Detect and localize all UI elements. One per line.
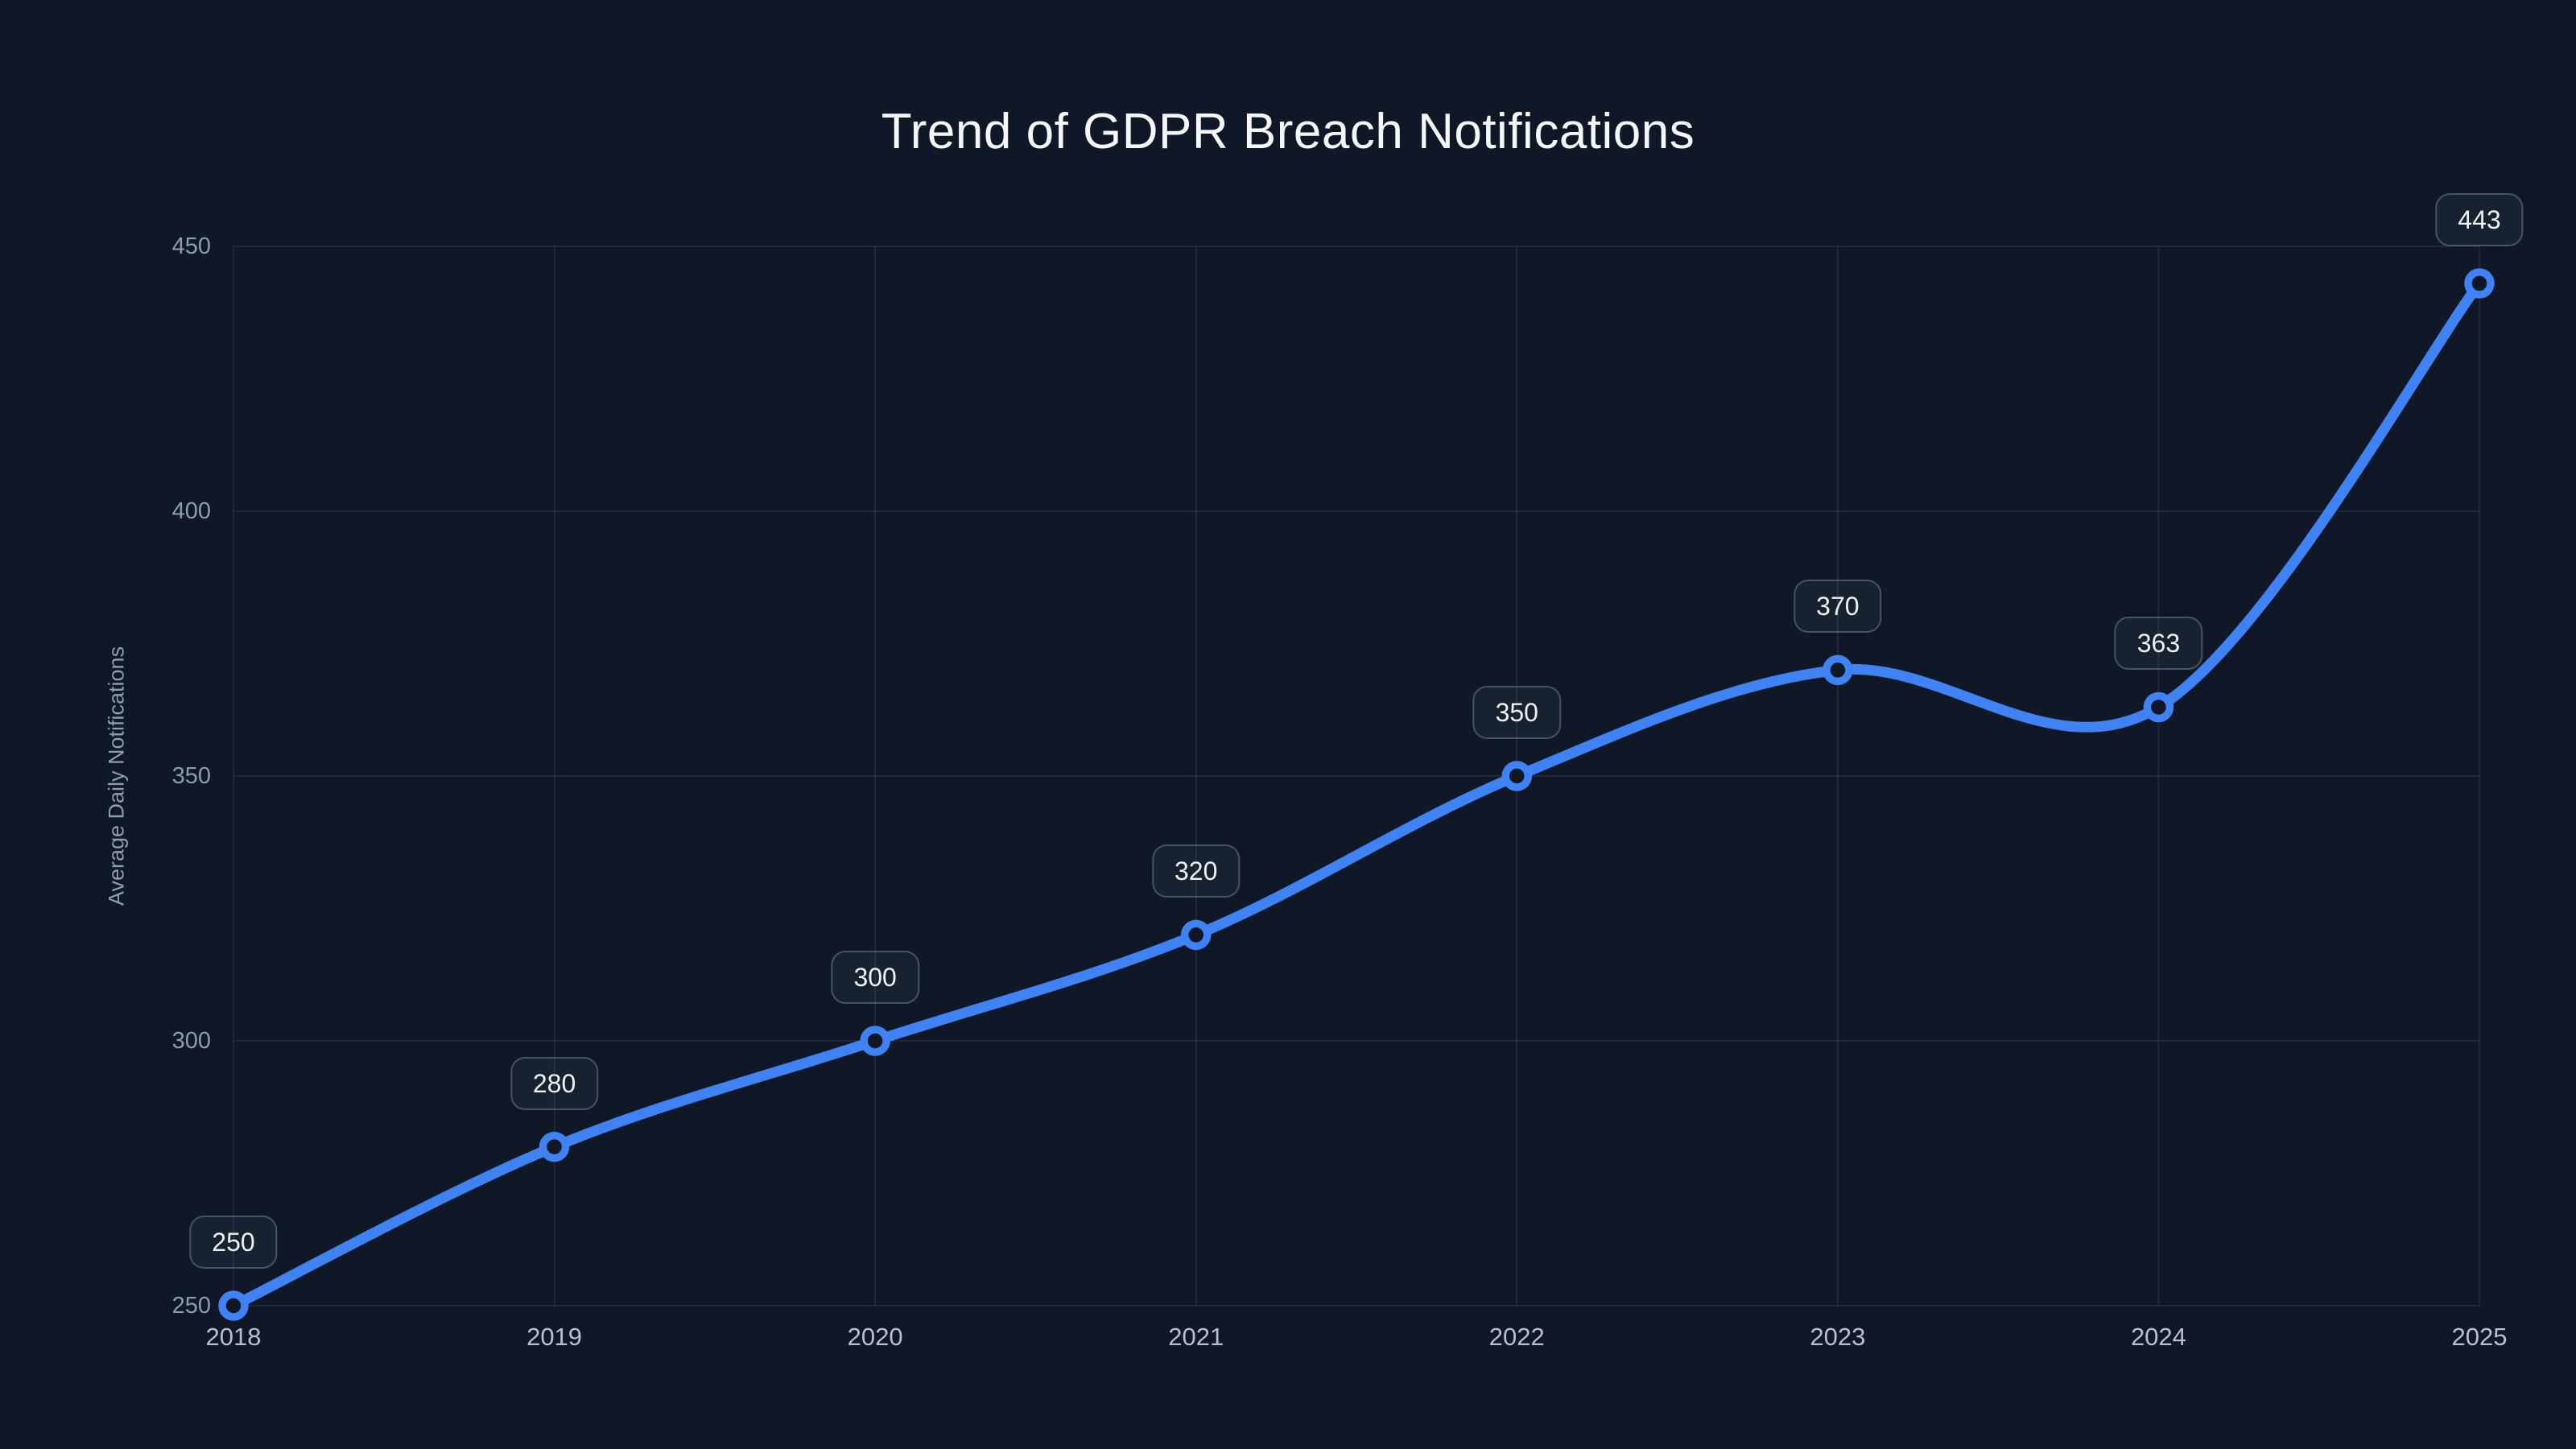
- x-tick-2019: 2019: [526, 1323, 583, 1351]
- data-point-marker-2018[interactable]: [218, 1290, 249, 1321]
- y-tick-450: 450: [171, 233, 211, 259]
- data-point-marker-2021[interactable]: [1180, 919, 1212, 951]
- point-label-2021: 320: [1152, 844, 1241, 898]
- data-point-markers: [218, 268, 2495, 1321]
- x-tick-2021: 2021: [1168, 1323, 1224, 1351]
- y-tick-350: 350: [171, 763, 211, 789]
- x-tick-2023: 2023: [1810, 1323, 1866, 1351]
- data-point-marker-2019[interactable]: [539, 1131, 570, 1162]
- point-label-2024: 363: [2114, 617, 2203, 671]
- point-label-2022: 350: [1472, 686, 1561, 739]
- data-point-marker-2023[interactable]: [1823, 654, 1853, 686]
- x-tick-2020: 2020: [847, 1323, 903, 1351]
- data-point-marker-2025[interactable]: [2464, 268, 2495, 299]
- x-tick-2024: 2024: [2130, 1323, 2186, 1351]
- grid-lines: [233, 246, 2480, 1307]
- y-tick-400: 400: [171, 498, 211, 524]
- data-point-marker-2022[interactable]: [1501, 761, 1533, 791]
- point-label-2025: 443: [2435, 193, 2524, 247]
- x-tick-2022: 2022: [1488, 1323, 1545, 1351]
- x-tick-2018: 2018: [205, 1323, 262, 1351]
- point-label-2023: 370: [1794, 580, 1882, 634]
- point-label-2018: 250: [189, 1216, 278, 1269]
- point-label-2019: 280: [510, 1056, 599, 1110]
- data-point-marker-2020[interactable]: [860, 1026, 890, 1056]
- y-tick-250: 250: [171, 1293, 211, 1319]
- chart-title: Trend of GDPR Breach Notifications: [881, 104, 1695, 159]
- point-label-2020: 300: [831, 951, 919, 1004]
- x-tick-2025: 2025: [2451, 1323, 2508, 1351]
- data-point-marker-2024[interactable]: [2143, 691, 2174, 723]
- y-tick-300: 300: [171, 1028, 211, 1054]
